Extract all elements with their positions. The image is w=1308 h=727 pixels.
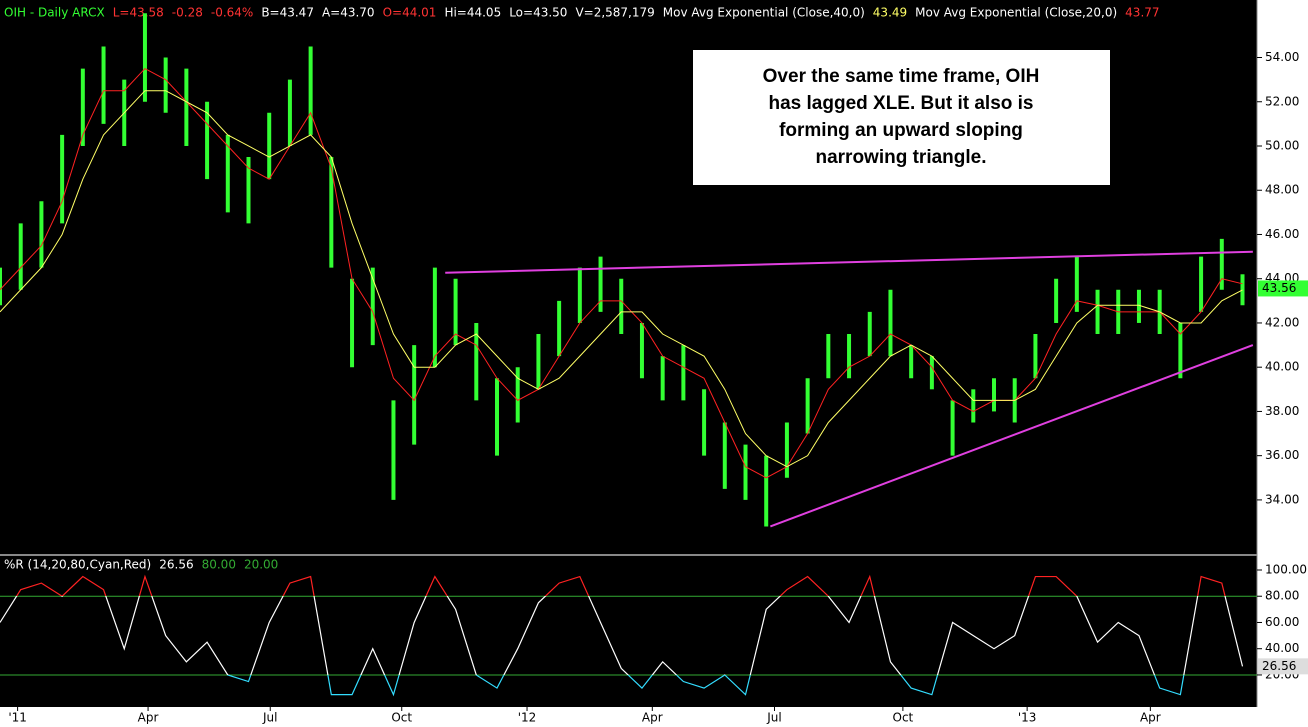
- y-tick-label: 60.00: [1265, 615, 1299, 629]
- x-tick-label: Jul: [766, 711, 781, 725]
- y-tick-label: 40.00: [1265, 641, 1299, 655]
- indicator-title: %R (14,20,80,Cyan,Red): [4, 558, 151, 572]
- y-tick-label: 38.00: [1265, 404, 1299, 418]
- header-item: B=43.47: [261, 6, 314, 20]
- last-price-tag: [1258, 280, 1308, 297]
- header-item: -0.64%: [211, 6, 253, 20]
- annotation-line: forming an upward sloping: [779, 120, 1023, 141]
- y-tick-label: 36.00: [1265, 448, 1299, 462]
- x-tick-label: Jul: [262, 711, 277, 725]
- annotation-line: Over the same time frame, OIH: [763, 66, 1040, 87]
- header-item: V=2,587,179: [575, 6, 654, 20]
- time-axis-strip: [0, 707, 1308, 727]
- x-tick-label: '11: [8, 711, 27, 725]
- trendline: [445, 250, 1253, 274]
- x-tick-label: '13: [1018, 711, 1037, 725]
- x-tick-label: Oct: [391, 711, 412, 725]
- annotation-line: has lagged XLE. But it also is: [769, 93, 1034, 114]
- level-label: 20.00: [244, 558, 278, 572]
- header-item: O=44.01: [383, 6, 437, 20]
- last-price-label: 43.56: [1262, 281, 1296, 295]
- trendline: [770, 344, 1254, 528]
- header-item: Mov Avg Exponential (Close,40,0): [663, 6, 865, 20]
- price-axis-strip: [1257, 0, 1308, 727]
- header-item: 43.49: [873, 6, 907, 20]
- x-tick-label: '12: [518, 711, 537, 725]
- x-tick-label: Apr: [138, 711, 159, 725]
- x-tick-label: Apr: [1140, 711, 1161, 725]
- header-item: OIH - Daily ARCX: [4, 6, 105, 20]
- y-tick-label: 46.00: [1265, 227, 1299, 241]
- percent-r-line: [0, 574, 1244, 697]
- annotation-box: [693, 50, 1110, 185]
- y-tick-label: 40.00: [1265, 360, 1299, 374]
- y-tick-label: 100.00: [1265, 562, 1307, 576]
- header-item: A=43.70: [322, 6, 375, 20]
- y-tick-label: 80.00: [1265, 589, 1299, 603]
- moving-average: [0, 67, 1243, 479]
- header-item: -0.28: [172, 6, 203, 20]
- header-item: Mov Avg Exponential (Close,20,0): [915, 6, 1117, 20]
- x-tick-label: Oct: [893, 711, 914, 725]
- x-tick-label: Apr: [642, 711, 663, 725]
- current-label: 26.56: [1262, 659, 1296, 673]
- header-item: 43.77: [1125, 6, 1159, 20]
- header-item: Hi=44.05: [444, 6, 501, 20]
- y-tick-label: 42.00: [1265, 315, 1299, 329]
- header-item: Lo=43.50: [509, 6, 567, 20]
- header-item: L=43.58: [113, 6, 164, 20]
- indicator-value: 26.56: [159, 558, 193, 572]
- header: OIH - Daily ARCX L=43.58 -0.28 -0.64% B=43.4…: [4, 6, 1160, 20]
- y-tick-label: 50.00: [1265, 138, 1299, 152]
- moving-average: [0, 90, 1243, 468]
- current-tag: [1258, 658, 1308, 675]
- y-tick-label: 52.00: [1265, 94, 1299, 108]
- annotation-line: narrowing triangle.: [815, 147, 986, 168]
- y-tick-label: 54.00: [1265, 50, 1299, 64]
- y-tick-label: 48.00: [1265, 183, 1299, 197]
- level-label: 80.00: [202, 558, 236, 572]
- y-tick-label: 34.00: [1265, 492, 1299, 506]
